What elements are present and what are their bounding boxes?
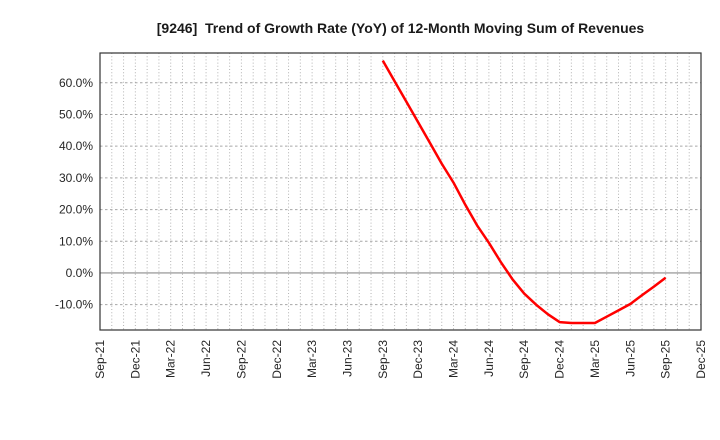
x-tick-label: Sep-24 — [517, 340, 531, 379]
x-tick-label: Sep-22 — [234, 340, 248, 379]
x-tick-label: Jun-24 — [482, 340, 496, 377]
x-tick-label: Mar-25 — [588, 340, 602, 378]
x-tick-label: Mar-23 — [305, 340, 319, 378]
x-tick-label: Sep-25 — [659, 340, 673, 379]
x-tick-labels: Sep-21 Dec-21 Mar-22 Jun-22 Sep-22 Dec-22 Mar-… — [93, 340, 708, 379]
growth-rate-line — [381, 59, 667, 325]
y-tick-label: 50.0% — [59, 107, 93, 121]
x-tick-label: Dec-22 — [270, 340, 284, 379]
x-tick-label: Dec-21 — [128, 340, 142, 379]
y-tick-label: 60.0% — [59, 76, 93, 90]
y-tick-label: 40.0% — [59, 139, 93, 153]
chart-title: [9246] Trend of Growth Rate (YoY) of 12-… — [156, 20, 645, 36]
y-tick-label: -10.0% — [55, 298, 93, 312]
x-tick-label: Mar-24 — [447, 340, 461, 378]
x-tick-label: Sep-21 — [93, 340, 107, 379]
x-tick-label: Jun-23 — [340, 340, 354, 377]
x-tick-label: Dec-24 — [553, 340, 567, 379]
y-tick-label: 30.0% — [59, 171, 93, 185]
y-tick-label: 20.0% — [59, 203, 93, 217]
x-tick-label: Sep-23 — [376, 340, 390, 379]
x-tick-label: Dec-25 — [694, 340, 708, 379]
x-tick-label: Jun-22 — [199, 340, 213, 377]
axis-frame — [99, 52, 702, 331]
x-tick-label: Dec-23 — [411, 340, 425, 379]
x-tick-label: Jun-25 — [623, 340, 637, 377]
y-tick-labels: 60.0% 50.0% 40.0% 30.0% 20.0% 10.0% 0.0% -10.0% — [55, 76, 93, 312]
x-gridlines — [99, 53, 702, 330]
y-tick-label: 10.0% — [59, 234, 93, 248]
y-gridlines — [100, 82, 701, 306]
y-tick-label: 0.0% — [66, 266, 94, 280]
x-tick-label: Mar-22 — [164, 340, 178, 378]
